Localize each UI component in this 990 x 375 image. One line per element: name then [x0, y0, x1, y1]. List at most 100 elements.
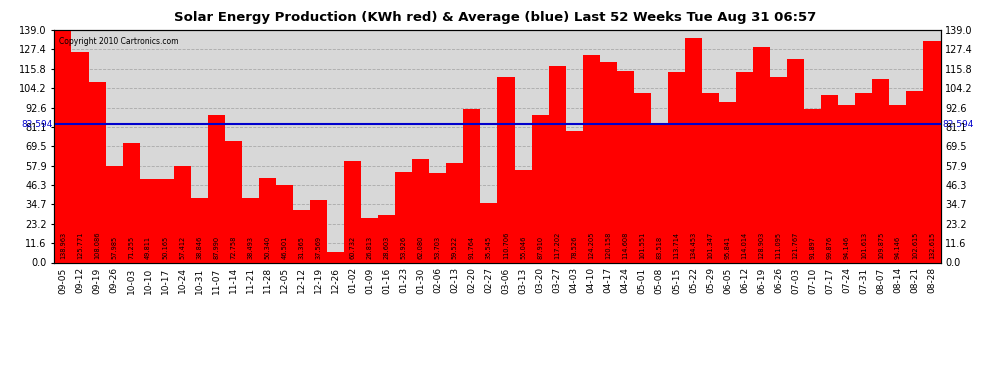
Bar: [753, 47, 770, 262]
Text: 46.501: 46.501: [281, 236, 287, 259]
Bar: [685, 38, 702, 262]
Text: 53.703: 53.703: [435, 236, 441, 259]
Text: 114.014: 114.014: [742, 232, 747, 259]
Bar: [515, 170, 532, 262]
Bar: [191, 198, 208, 262]
Text: 110.706: 110.706: [503, 232, 509, 259]
Text: 113.714: 113.714: [673, 232, 679, 259]
Text: 78.526: 78.526: [571, 236, 577, 259]
Text: 59.522: 59.522: [451, 236, 458, 259]
Text: 124.205: 124.205: [588, 232, 594, 259]
Text: 128.903: 128.903: [758, 232, 764, 259]
Text: 57.985: 57.985: [111, 236, 117, 259]
Bar: [361, 217, 378, 262]
Text: 94.146: 94.146: [843, 236, 849, 259]
Text: 121.767: 121.767: [793, 232, 799, 259]
Bar: [565, 131, 583, 262]
Text: 50.340: 50.340: [264, 236, 270, 259]
Bar: [446, 163, 463, 262]
Bar: [156, 178, 173, 262]
Text: 26.813: 26.813: [366, 236, 372, 259]
Bar: [225, 141, 242, 262]
Text: 95.841: 95.841: [725, 236, 731, 259]
Text: 87.910: 87.910: [537, 236, 544, 259]
Bar: [412, 159, 430, 262]
Text: 120.158: 120.158: [605, 232, 611, 259]
Bar: [839, 105, 855, 262]
Bar: [327, 252, 345, 262]
Text: 114.608: 114.608: [623, 232, 629, 259]
Text: 111.095: 111.095: [775, 232, 782, 259]
Bar: [71, 52, 88, 262]
Bar: [736, 72, 753, 262]
Bar: [208, 116, 225, 262]
Text: 49.811: 49.811: [146, 236, 151, 259]
Bar: [822, 96, 839, 262]
Text: 38.846: 38.846: [196, 236, 202, 259]
Bar: [242, 198, 259, 262]
Text: 50.165: 50.165: [162, 236, 168, 259]
Text: 109.875: 109.875: [878, 232, 884, 259]
Bar: [173, 166, 191, 262]
Bar: [855, 93, 872, 262]
Bar: [276, 185, 293, 262]
Bar: [140, 179, 156, 262]
Bar: [548, 66, 565, 262]
Bar: [804, 109, 822, 262]
Text: 101.613: 101.613: [861, 232, 867, 259]
Text: 31.365: 31.365: [299, 236, 305, 259]
Bar: [106, 165, 123, 262]
Bar: [378, 214, 395, 262]
Bar: [123, 143, 140, 262]
Text: 132.615: 132.615: [929, 232, 935, 259]
Bar: [770, 76, 787, 262]
Bar: [719, 102, 736, 262]
Bar: [634, 93, 650, 262]
Text: 71.255: 71.255: [128, 236, 134, 259]
Text: 99.876: 99.876: [827, 236, 833, 259]
Text: 94.146: 94.146: [895, 236, 901, 259]
Text: 62.080: 62.080: [418, 236, 424, 259]
Text: 60.732: 60.732: [349, 236, 355, 259]
Bar: [600, 62, 617, 262]
Bar: [924, 40, 940, 262]
Text: 87.990: 87.990: [213, 236, 220, 259]
Bar: [702, 93, 719, 262]
Text: 82.594: 82.594: [22, 120, 52, 129]
Text: 91.764: 91.764: [469, 236, 475, 259]
Bar: [463, 109, 480, 262]
Text: 101.551: 101.551: [640, 232, 645, 259]
Text: 125.771: 125.771: [77, 232, 83, 259]
Bar: [430, 172, 446, 262]
Bar: [583, 55, 600, 262]
Bar: [668, 72, 685, 262]
Text: 134.453: 134.453: [690, 232, 696, 259]
Text: 91.897: 91.897: [810, 236, 816, 259]
Bar: [259, 178, 276, 262]
Text: 83.518: 83.518: [656, 236, 662, 259]
Bar: [395, 172, 412, 262]
Text: 55.046: 55.046: [520, 236, 526, 259]
Bar: [872, 79, 889, 262]
Text: 102.615: 102.615: [912, 232, 918, 259]
Text: 82.594: 82.594: [942, 120, 973, 129]
Text: 72.758: 72.758: [231, 236, 237, 259]
Bar: [889, 105, 907, 262]
Bar: [498, 77, 515, 262]
Bar: [310, 200, 327, 262]
Bar: [650, 123, 668, 262]
Text: 108.086: 108.086: [94, 232, 100, 259]
Text: 117.202: 117.202: [554, 232, 560, 259]
Text: 101.347: 101.347: [708, 232, 714, 259]
Bar: [480, 203, 498, 262]
Bar: [345, 161, 361, 262]
Bar: [787, 59, 804, 262]
Text: 35.545: 35.545: [486, 236, 492, 259]
Text: 38.493: 38.493: [248, 236, 253, 259]
Bar: [532, 116, 548, 262]
Bar: [293, 210, 310, 262]
Bar: [907, 91, 924, 262]
Bar: [54, 30, 71, 262]
Text: Solar Energy Production (KWh red) & Average (blue) Last 52 Weeks Tue Aug 31 06:5: Solar Energy Production (KWh red) & Aver…: [174, 11, 816, 24]
Text: 37.569: 37.569: [316, 236, 322, 259]
